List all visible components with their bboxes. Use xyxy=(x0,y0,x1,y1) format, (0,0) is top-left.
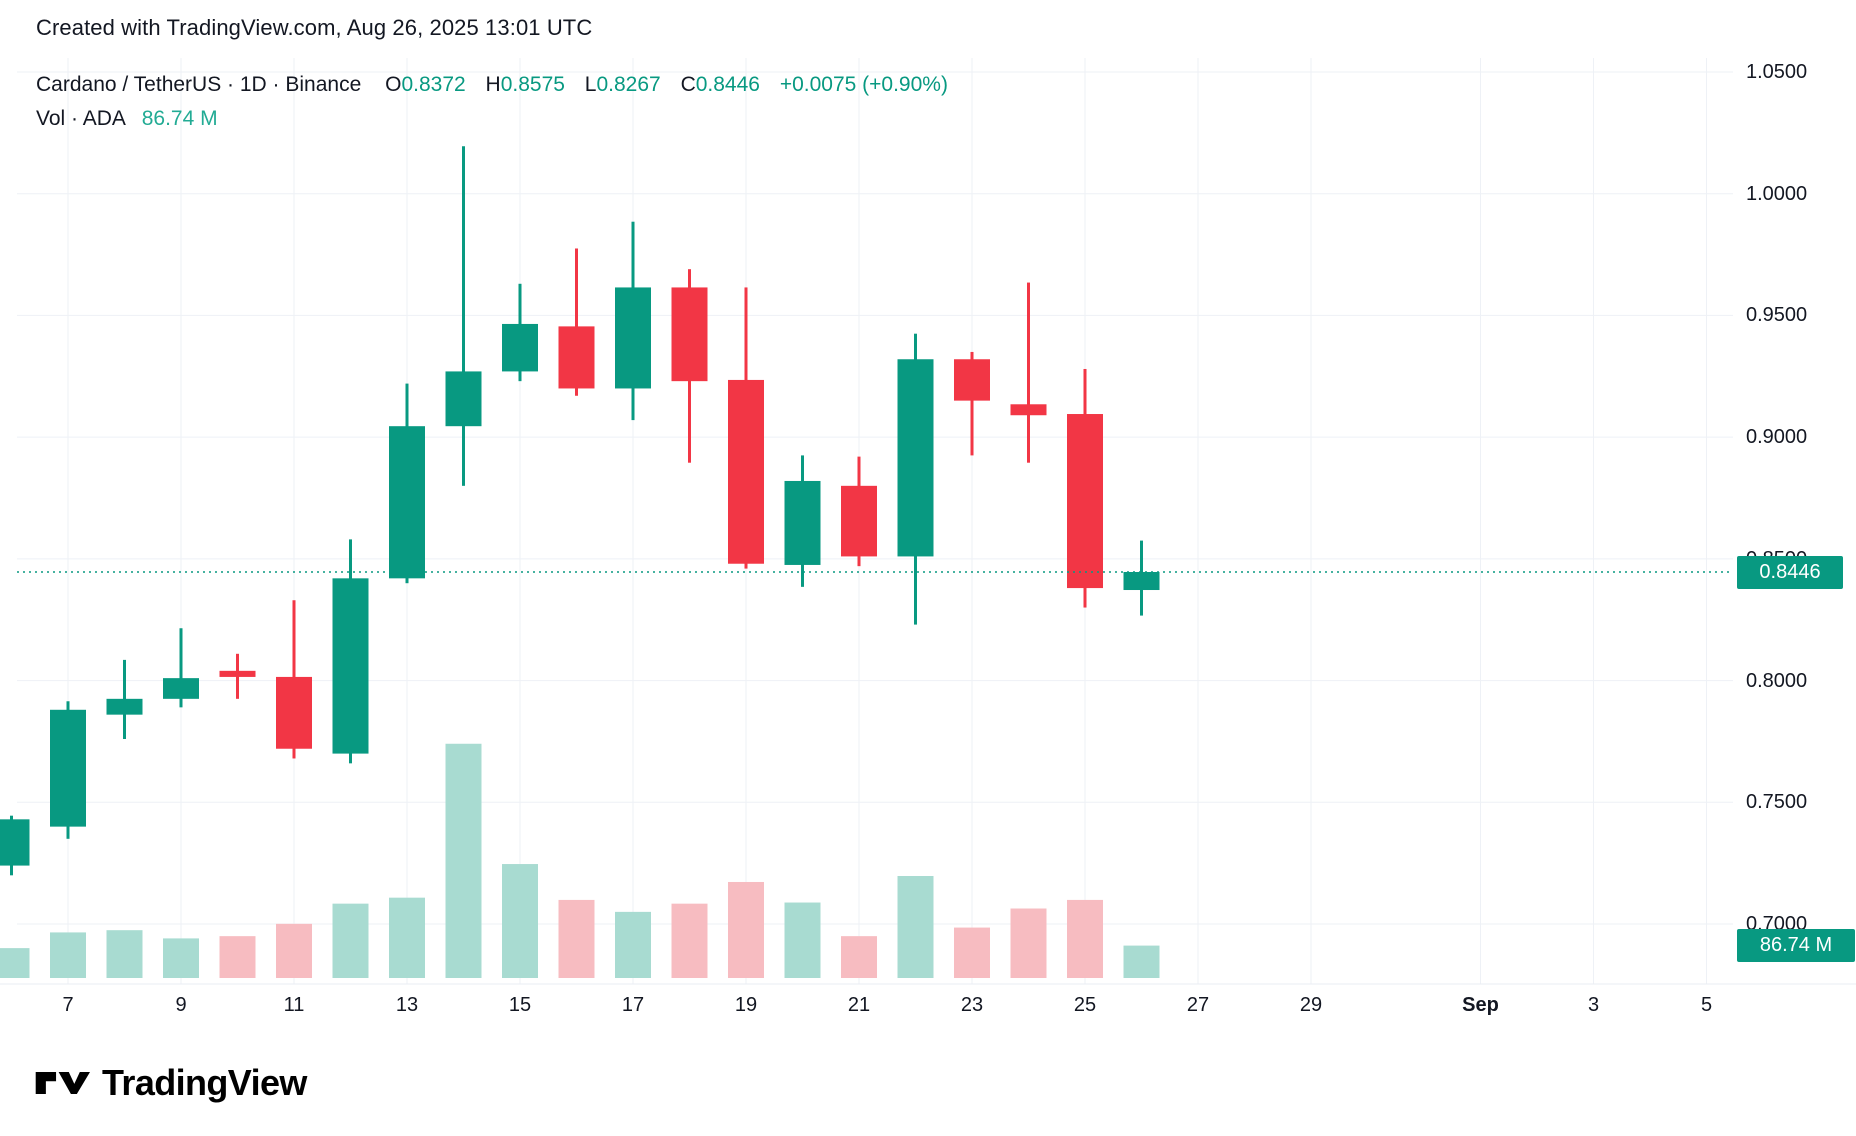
time-axis-tick: 27 xyxy=(1186,994,1210,1016)
candle-body xyxy=(163,678,199,699)
candle-body xyxy=(106,698,143,715)
last-price-badge: 0.8446 xyxy=(1737,555,1843,589)
volume-bar xyxy=(1010,908,1047,978)
change-value: +0.0075 (+0.90%) xyxy=(779,73,948,96)
tradingview-logo-icon xyxy=(35,1071,90,1095)
volume-bar xyxy=(106,930,143,978)
time-axis-tick: 15 xyxy=(508,994,532,1016)
tradingview-logo-text: TradingView xyxy=(102,1062,307,1103)
time-axis-tick: 23 xyxy=(960,994,984,1016)
candle-wick xyxy=(462,146,465,486)
candle-body xyxy=(0,819,30,866)
candle-body xyxy=(897,359,934,557)
volume-bar xyxy=(163,938,199,978)
candle-body xyxy=(784,480,821,565)
volume-bar xyxy=(784,902,821,978)
candle-body xyxy=(671,287,708,382)
candle-body xyxy=(728,379,764,564)
candle-body xyxy=(954,359,990,401)
close-value: 0.8446 xyxy=(695,73,760,96)
open-label: O xyxy=(385,73,402,96)
candle-body xyxy=(50,709,86,827)
volume-bar xyxy=(50,932,86,978)
high-label: H xyxy=(485,73,501,96)
volume-bar xyxy=(728,881,764,978)
candle-wick xyxy=(970,351,974,456)
volume-bar xyxy=(389,897,425,978)
candle-body xyxy=(841,485,877,557)
volume-bar xyxy=(219,936,256,978)
time-axis-tick: 17 xyxy=(621,994,645,1016)
candle-body xyxy=(1010,404,1047,416)
price-axis-tick: 1.0500 xyxy=(1746,61,1808,83)
symbol-title: Cardano / TetherUS · 1D · Binance xyxy=(36,73,362,96)
legend-volume-row: Vol · ADA 86.74 M xyxy=(36,104,948,134)
volume-bar xyxy=(954,927,990,978)
chart-legend: Cardano / TetherUS · 1D · Binance O0.837… xyxy=(36,70,948,134)
time-axis-tick: 13 xyxy=(395,994,419,1016)
volume-bar xyxy=(1067,899,1103,978)
low-value: 0.8267 xyxy=(596,73,661,96)
candle-body xyxy=(445,371,482,427)
price-axis-tick: 0.9500 xyxy=(1746,304,1808,327)
volume-bar xyxy=(445,743,482,978)
high-value: 0.8575 xyxy=(500,73,565,96)
candle-wick xyxy=(575,248,578,396)
volume-bar xyxy=(558,899,595,978)
time-axis-tick: 3 xyxy=(1587,994,1600,1016)
candle-body xyxy=(558,326,595,389)
candle-body xyxy=(332,578,369,754)
time-axis-tick: 19 xyxy=(734,994,758,1016)
time-axis-tick: 5 xyxy=(1700,994,1713,1016)
candle-body xyxy=(219,670,256,677)
legend-symbol-row: Cardano / TetherUS · 1D · Binance O0.837… xyxy=(36,70,948,100)
open-value: 0.8372 xyxy=(401,73,466,96)
time-axis-tick: Sep xyxy=(1462,994,1499,1016)
candle-body xyxy=(276,676,312,749)
volume-bar xyxy=(671,903,708,978)
close-label: C xyxy=(680,73,696,96)
time-axis-tick: 11 xyxy=(283,994,305,1016)
candle-body xyxy=(1123,572,1160,591)
price-axis-tick: 0.8000 xyxy=(1746,669,1808,692)
candle-body xyxy=(389,426,425,579)
price-axis-tick: 0.7500 xyxy=(1746,791,1808,814)
volume-bar xyxy=(502,864,538,978)
volume-value: 86.74 M xyxy=(141,107,218,130)
volume-badge: 86.74 M xyxy=(1737,929,1855,963)
candle-body xyxy=(1067,414,1103,589)
time-axis-tick: 25 xyxy=(1073,994,1097,1016)
low-label: L xyxy=(584,73,597,96)
attribution-text: Created with TradingView.com, Aug 26, 20… xyxy=(36,15,593,40)
candle-body xyxy=(615,287,651,389)
price-axis-tick: 0.9000 xyxy=(1746,426,1808,449)
time-axis-tick: 9 xyxy=(175,994,187,1016)
volume-bar xyxy=(615,911,651,978)
time-axis-tick: 7 xyxy=(62,994,74,1016)
volume-bar xyxy=(841,936,877,978)
volume-bar xyxy=(1123,945,1160,978)
price-axis-tick: 1.0000 xyxy=(1746,182,1808,205)
time-axis-tick: 21 xyxy=(847,994,871,1016)
volume-bar xyxy=(897,876,934,978)
candle-wick xyxy=(1027,282,1030,463)
time-axis-tick: 29 xyxy=(1299,994,1323,1016)
volume-bar xyxy=(332,903,369,978)
candle-body xyxy=(502,323,538,372)
volume-title: Vol · ADA xyxy=(36,107,126,130)
tradingview-logo: TradingView xyxy=(34,1060,307,1106)
volume-bar xyxy=(0,948,30,978)
volume-bar xyxy=(276,923,312,978)
candle-wick xyxy=(179,628,183,708)
